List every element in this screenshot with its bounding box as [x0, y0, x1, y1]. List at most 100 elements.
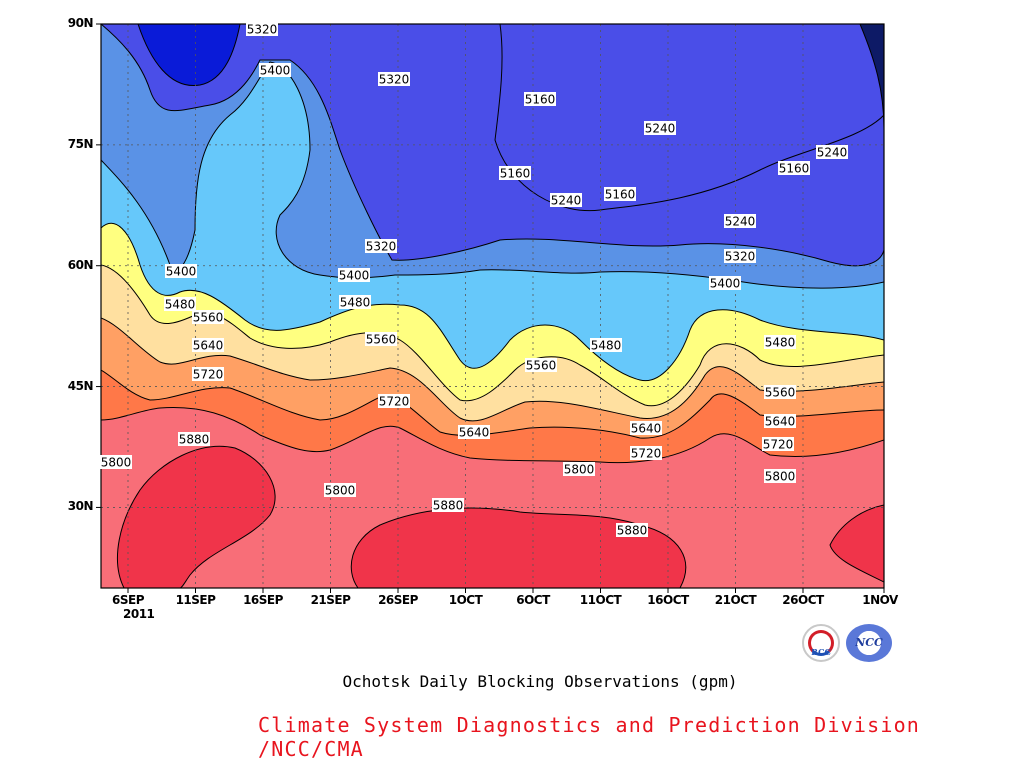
contour-label: 5320 [379, 73, 410, 87]
contour-label: 5800 [564, 463, 595, 477]
bcc-logo: BCC [802, 624, 840, 662]
band-above-5880-central [351, 508, 686, 588]
x-tick-label: 16OCT [647, 593, 689, 607]
x-tick-label: 1OCT [448, 593, 483, 607]
contour-label: 5560 [526, 359, 557, 373]
contour-label: 5640 [631, 422, 662, 436]
contour-label: 5240 [645, 122, 676, 136]
contour-label-bg [338, 268, 370, 282]
contour-label-bg [762, 437, 794, 451]
contour-label: 5880 [433, 499, 464, 513]
contour-label: 5560 [193, 311, 224, 325]
contour-label: 5720 [631, 447, 662, 461]
contour-label-bg [192, 367, 224, 381]
tick-marks [96, 23, 885, 593]
contour-label: 5480 [765, 336, 796, 350]
contour-label-bg [365, 332, 397, 346]
contour-label-bg [724, 249, 756, 263]
contour-label: 5800 [101, 456, 132, 470]
contour-label: 5560 [366, 333, 397, 347]
contour-label-bg [630, 446, 662, 460]
contour-label: 5480 [340, 296, 371, 310]
contour-label: 5880 [179, 433, 210, 447]
contour-label-bg [378, 394, 410, 408]
contour-label-bg [432, 498, 464, 512]
contour-label-bg [324, 483, 356, 497]
contour-label-bg [816, 145, 848, 159]
contour-label-bg [764, 385, 796, 399]
contour-label: 5480 [165, 298, 196, 312]
contour-label: 5160 [500, 167, 531, 181]
contour-label-bg [100, 455, 132, 469]
contour-label-bg [378, 72, 410, 86]
x-tick-label: 11SEP [175, 593, 216, 607]
contour-label: 5240 [725, 215, 756, 229]
contour-label-bg [764, 469, 796, 483]
x-tick-label: 26OCT [782, 593, 824, 607]
band-above-5880-west [117, 446, 276, 588]
contour-label: 5720 [379, 395, 410, 409]
contour-label-bg [192, 338, 224, 352]
x-tick-label: 6OCT [516, 593, 550, 607]
contour-label-bg [563, 462, 595, 476]
x-tick-label: 26SEP [378, 593, 418, 607]
contour-label-bg [590, 338, 622, 352]
y-tick-label: 30N [67, 499, 94, 514]
contour-label-bg [192, 310, 224, 324]
chart-title: Ochotsk Daily Blocking Observations (gpm… [342, 672, 738, 691]
gridlines [101, 24, 884, 588]
contour-label-bg [458, 425, 490, 439]
contour-label-bg [165, 264, 197, 278]
contour-label: 5240 [551, 194, 582, 208]
plot-frame [100, 23, 885, 589]
x-tick-label: 16SEP [243, 593, 283, 607]
contour-label: 5320 [366, 240, 397, 254]
y-tick-label: 75N [67, 136, 94, 151]
contour-label-bg [724, 214, 756, 228]
contour-label: 5720 [763, 438, 794, 452]
band-5800-5880 [101, 407, 884, 588]
bcc-emblem-icon [808, 630, 834, 656]
contour-label: 5800 [325, 484, 356, 498]
contour-label: 5640 [765, 415, 796, 429]
contour-label: 5320 [247, 23, 278, 37]
contour-label-bg [616, 523, 648, 537]
contour-label-bg [259, 63, 291, 77]
contour-label: 5400 [710, 277, 741, 291]
band-above-5880-east [830, 505, 884, 582]
contour-label: 5160 [525, 93, 556, 107]
contour-label: 5160 [605, 188, 636, 202]
contour-label-bg [499, 166, 531, 180]
contour-label-bg [630, 421, 662, 435]
contour-label-bg [709, 276, 741, 290]
contour-label: 5640 [459, 426, 490, 440]
contour-label-bg [524, 92, 556, 106]
x-tick-label: 6SEP [112, 593, 144, 607]
x-tick-label: 1NOV [862, 593, 898, 607]
contour-fills [101, 24, 884, 588]
x-tick-label: 11OCT [579, 593, 622, 607]
contour-label-bg [764, 414, 796, 428]
credit-line: Climate System Diagnostics and Predictio… [258, 713, 921, 761]
ncc-logo: NCC [846, 624, 892, 662]
bcc-logo-text: BCC [811, 647, 831, 657]
contour-label-bg [246, 22, 278, 36]
contour-label-bg [525, 358, 557, 372]
y-tick-label: 90N [67, 16, 94, 30]
contour-label: 5320 [725, 250, 756, 264]
contour-label-bg [764, 335, 796, 349]
contour-label-bg [604, 187, 636, 201]
contour-labels: 5320 5400 5320 5160 5160 5240 5160 5240 5240 5160… [100, 22, 848, 538]
contour-label: 5480 [591, 339, 622, 353]
ncc-logo-text: NCC [855, 636, 883, 649]
contour-label: 5640 [193, 339, 224, 353]
x-axis-year-label: 2011 [123, 607, 155, 621]
contour-label: 5160 [779, 162, 810, 176]
contour-label: 5400 [166, 265, 197, 279]
contour-label: 5400 [260, 64, 291, 78]
contour-label: 5400 [339, 269, 370, 283]
y-tick-label: 45N [67, 378, 94, 393]
y-tick-label: 60N [67, 257, 94, 272]
x-tick-label: 21OCT [714, 593, 757, 607]
